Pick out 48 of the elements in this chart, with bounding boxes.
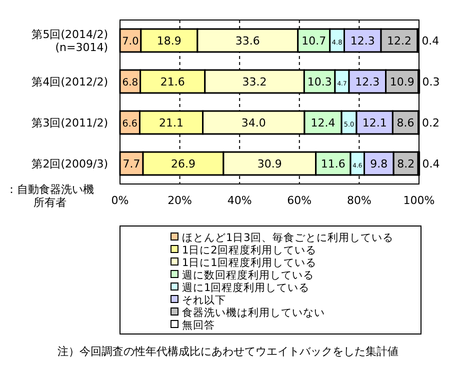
data-label: 12.1: [362, 116, 387, 130]
data-label: 12.3: [355, 76, 380, 88]
data-label: 10.9: [390, 76, 414, 88]
y-tick-label: 第3回(2011/2): [32, 116, 108, 130]
data-label: 34.0: [241, 116, 266, 130]
data-label: 8.2: [397, 158, 415, 170]
y-tick-label: 第4回(2012/2): [32, 76, 108, 88]
x-tick-label: 80%: [346, 194, 372, 207]
x-tick-label: 60%: [287, 194, 312, 207]
data-label: 26.9: [170, 158, 196, 170]
x-tick-label: 100%: [403, 194, 435, 207]
y-tick-label: 第2回(2009/3): [32, 158, 108, 170]
data-label: 0.3: [422, 76, 440, 88]
y-tick-label: 第5回(2014/2) (n=3014): [32, 28, 108, 54]
data-label: 0.2: [422, 116, 440, 130]
legend-label: ほとんど1日3回、毎食ごとに利用している: [182, 231, 394, 244]
data-label: 10.3: [307, 76, 332, 88]
data-label: 6.6: [122, 118, 138, 130]
data-label: 12.4: [310, 116, 336, 130]
data-label: 10.7: [302, 34, 326, 48]
data-label: 0.4: [422, 34, 440, 48]
legend-label: 1日に2回程度利用している: [182, 244, 316, 256]
data-label: 33.6: [235, 34, 260, 48]
data-label: 6.8: [122, 78, 138, 88]
data-label: 21.6: [160, 76, 185, 88]
legend-label: 食器洗い機は利用していない: [182, 306, 325, 319]
data-label: 21.1: [159, 116, 184, 130]
legend-label: 週に1回程度利用している: [182, 281, 310, 294]
data-label: 12.3: [350, 34, 375, 48]
data-label: 7.7: [122, 158, 140, 170]
x-tick-label: 40%: [227, 194, 252, 207]
text: 注）今回調査の性年代構成比にあわせてウエイトバックをした集計値: [58, 345, 398, 358]
legend-label: 無回答: [182, 320, 215, 332]
legend-label: それ以下: [182, 294, 226, 306]
x-tick-label: 20%: [168, 194, 192, 207]
data-label: 12.2: [387, 34, 412, 48]
x-tick-label: 0%: [111, 194, 129, 207]
data-label: 7.0: [122, 36, 139, 48]
legend-label: 1日に1回程度利用している: [182, 256, 316, 269]
text: ：自動食器洗い機所有者: [6, 183, 94, 210]
data-label: 30.9: [257, 158, 282, 170]
legend-label: 週に数回程度利用している: [182, 268, 314, 282]
data-label: 11.6: [320, 158, 346, 170]
data-label: 0.4: [422, 158, 440, 170]
data-label: 18.9: [156, 34, 182, 48]
data-label: 8.6: [396, 116, 414, 130]
data-label: 9.8: [370, 158, 388, 170]
data-label: 33.2: [242, 76, 267, 88]
